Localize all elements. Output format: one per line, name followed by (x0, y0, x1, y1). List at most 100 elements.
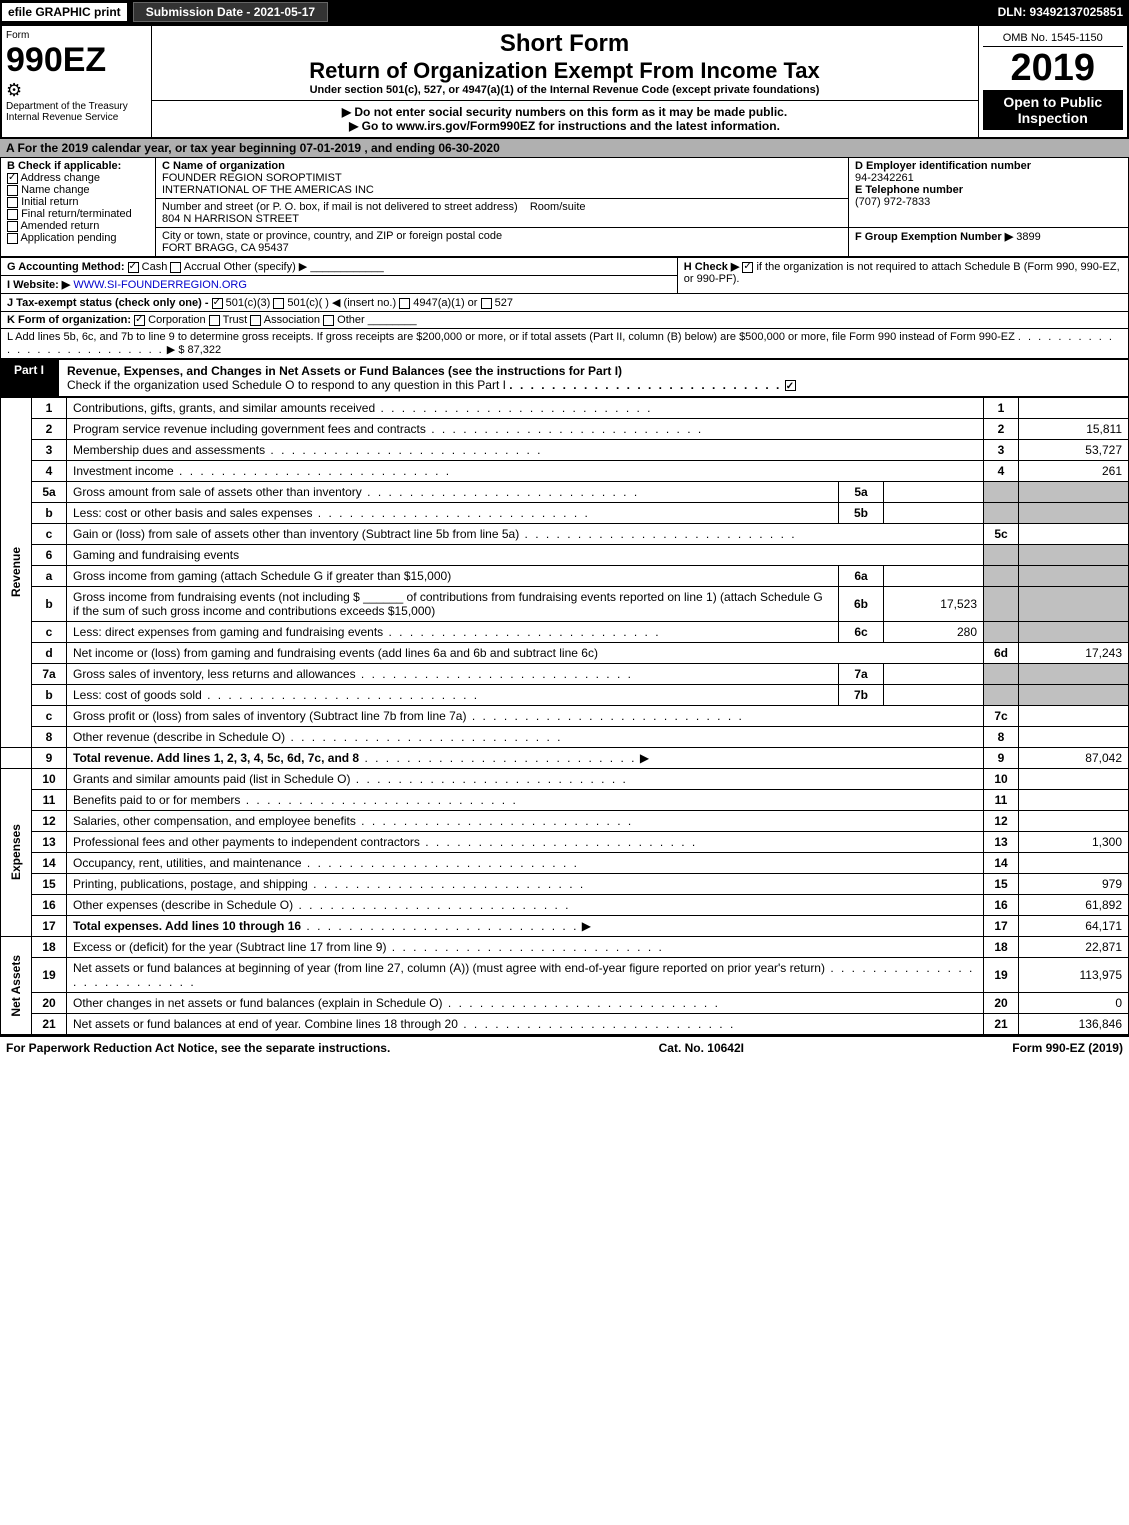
j-4947-label: 4947(a)(1) or (413, 297, 477, 309)
omb-number: OMB No. 1545-1150 (983, 30, 1124, 47)
ghi-row: G Accounting Method: Cash Accrual Other … (0, 257, 1129, 359)
ein-value: 94-2342261 (855, 172, 1122, 184)
paperwork-notice: For Paperwork Reduction Act Notice, see … (6, 1041, 390, 1055)
submission-date: Submission Date - 2021-05-17 (133, 2, 328, 22)
l-amount: $ 87,322 (178, 344, 221, 356)
g-label: G Accounting Method: (7, 261, 125, 273)
line-6: 6 Gaming and fundraising events (1, 545, 1129, 566)
line-3: 3 Membership dues and assessments 3 53,7… (1, 440, 1129, 461)
page-footer: For Paperwork Reduction Act Notice, see … (0, 1035, 1129, 1059)
line-7b: b Less: cost of goods sold 7b (1, 685, 1129, 706)
part1-schedO-check[interactable] (785, 380, 796, 391)
amended-return-check[interactable]: Amended return (7, 220, 149, 232)
return-title: Return of Organization Exempt From Incom… (156, 58, 974, 84)
line-6b: b Gross income from fundraising events (… (1, 587, 1129, 622)
j-527-label: 527 (495, 297, 513, 309)
revenue-expense-table: Revenue 1 Contributions, gifts, grants, … (0, 397, 1129, 1035)
tax-period: A For the 2019 calendar year, or tax yea… (0, 139, 1129, 157)
org-name-1: FOUNDER REGION SOROPTIMIST (162, 172, 842, 184)
application-pending-check[interactable]: Application pending (7, 232, 149, 244)
line-19: 19 Net assets or fund balances at beginn… (1, 958, 1129, 993)
k-trust-check[interactable] (209, 315, 220, 326)
line-14: 14 Occupancy, rent, utilities, and maint… (1, 853, 1129, 874)
e-phone-label: E Telephone number (855, 184, 1122, 196)
line-16: 16 Other expenses (describe in Schedule … (1, 895, 1129, 916)
form-header: Form 990EZ ⚙ Department of the Treasury … (0, 24, 1129, 139)
city-label: City or town, state or province, country… (162, 230, 842, 242)
cash-label: Cash (142, 261, 168, 273)
f-group-label: F Group Exemption Number ▶ (855, 231, 1013, 243)
part1-header: Part I Revenue, Expenses, and Changes in… (0, 359, 1129, 397)
city-value: FORT BRAGG, CA 95437 (162, 242, 842, 254)
revenue-side-label: Revenue (7, 543, 25, 601)
netassets-side-label: Net Assets (7, 951, 25, 1021)
accrual-label: Accrual (184, 261, 221, 273)
line-20: 20 Other changes in net assets or fund b… (1, 993, 1129, 1014)
d-ein-label: D Employer identification number (855, 160, 1122, 172)
line-2: 2 Program service revenue including gove… (1, 419, 1129, 440)
line-7a: 7a Gross sales of inventory, less return… (1, 664, 1129, 685)
j-501c3-label: 501(c)(3) (226, 297, 271, 309)
line-5c: c Gain or (loss) from sale of assets oth… (1, 524, 1129, 545)
accrual-check[interactable] (170, 262, 181, 273)
room-label: Room/suite (530, 201, 586, 213)
j-4947-check[interactable] (399, 298, 410, 309)
other-specify-label: Other (specify) ▶ (224, 261, 308, 273)
part1-title: Revenue, Expenses, and Changes in Net As… (67, 364, 622, 378)
no-ssn-warning: ▶ Do not enter social security numbers o… (156, 105, 974, 119)
check-b-label: B Check if applicable: (7, 160, 149, 172)
j-label: J Tax-exempt status (check only one) - (7, 297, 209, 309)
line-21: 21 Net assets or fund balances at end of… (1, 1014, 1129, 1035)
l-text: L Add lines 5b, 6c, and 7b to line 9 to … (7, 331, 1015, 343)
street-label: Number and street (or P. O. box, if mail… (162, 201, 518, 213)
line-15: 15 Printing, publications, postage, and … (1, 874, 1129, 895)
line-8: 8 Other revenue (describe in Schedule O)… (1, 727, 1129, 748)
k-assoc-check[interactable] (250, 315, 261, 326)
street-value: 804 N HARRISON STREET (162, 213, 842, 225)
line-6d: d Net income or (loss) from gaming and f… (1, 643, 1129, 664)
j-501c-check[interactable] (273, 298, 284, 309)
part1-check-text: Check if the organization used Schedule … (67, 378, 506, 392)
i-label: I Website: ▶ (7, 279, 70, 291)
part1-tab: Part I (0, 359, 58, 397)
c-name-label: C Name of organization (162, 160, 842, 172)
top-bar: efile GRAPHIC print Submission Date - 20… (0, 0, 1129, 24)
line-6c: c Less: direct expenses from gaming and … (1, 622, 1129, 643)
h-label: H Check ▶ (684, 261, 740, 273)
cat-number: Cat. No. 10642I (659, 1041, 744, 1055)
initial-return-check[interactable]: Initial return (7, 196, 149, 208)
goto-link[interactable]: ▶ Go to www.irs.gov/Form990EZ for instru… (156, 119, 974, 133)
line-12: 12 Salaries, other compensation, and emp… (1, 811, 1129, 832)
k-corp-check[interactable] (134, 315, 145, 326)
short-form-title: Short Form (156, 30, 974, 58)
line-11: 11 Benefits paid to or for members 11 (1, 790, 1129, 811)
line-7c: c Gross profit or (loss) from sales of i… (1, 706, 1129, 727)
line-17: 17 Total expenses. Add lines 10 through … (1, 916, 1129, 937)
j-527-check[interactable] (481, 298, 492, 309)
dept-treasury: Department of the Treasury (6, 101, 147, 112)
expenses-side-label: Expenses (7, 820, 25, 884)
address-change-check[interactable]: Address change (7, 172, 149, 184)
cash-check[interactable] (128, 262, 139, 273)
form-ref: Form 990-EZ (2019) (1012, 1041, 1123, 1055)
line-10: Expenses 10 Grants and similar amounts p… (1, 769, 1129, 790)
website-link[interactable]: WWW.SI-FOUNDERREGION.ORG (73, 279, 247, 291)
k-other-label: Other (337, 314, 365, 326)
k-label: K Form of organization: (7, 314, 131, 326)
j-501c3-check[interactable] (212, 298, 223, 309)
phone-value: (707) 972-7833 (855, 196, 1122, 208)
under-section: Under section 501(c), 527, or 4947(a)(1)… (156, 84, 974, 96)
line-9: 9 Total revenue. Add lines 1, 2, 3, 4, 5… (1, 748, 1129, 769)
efile-print-button[interactable]: efile GRAPHIC print (0, 1, 129, 23)
line-5a: 5a Gross amount from sale of assets othe… (1, 482, 1129, 503)
form-number: 990EZ (6, 41, 147, 80)
dln-label: DLN: 93492137025851 (998, 5, 1129, 19)
name-change-check[interactable]: Name change (7, 184, 149, 196)
final-return-check[interactable]: Final return/terminated (7, 208, 149, 220)
line-6a: a Gross income from gaming (attach Sched… (1, 566, 1129, 587)
h-check[interactable] (742, 262, 753, 273)
k-other-check[interactable] (323, 315, 334, 326)
k-corp-label: Corporation (148, 314, 205, 326)
line-5b: b Less: cost or other basis and sales ex… (1, 503, 1129, 524)
org-info-table: B Check if applicable: Address change Na… (0, 157, 1129, 257)
